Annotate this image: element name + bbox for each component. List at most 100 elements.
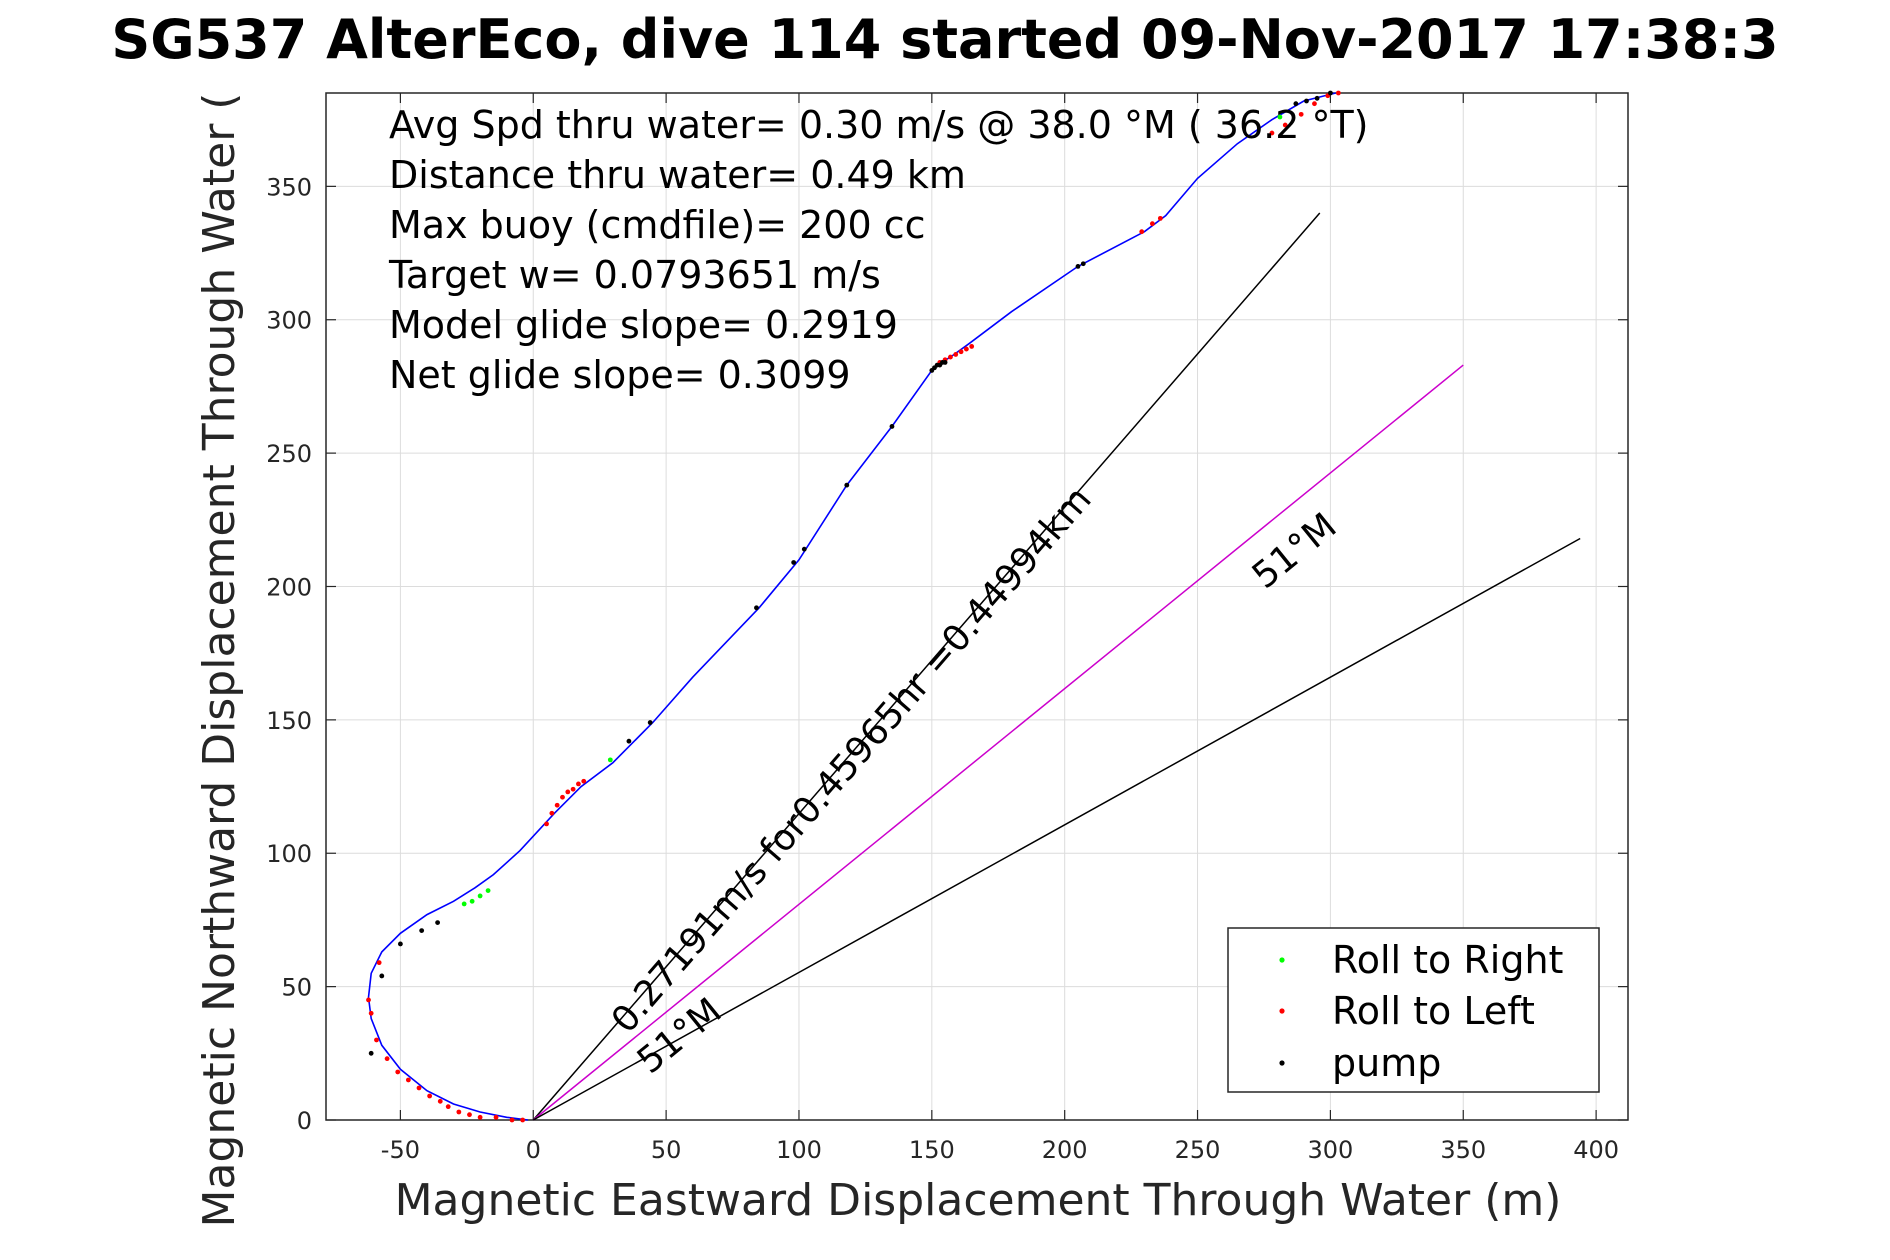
pump-marker (1075, 263, 1081, 269)
pump-marker (801, 546, 807, 552)
pump-marker (1080, 261, 1086, 267)
annotation-line: Distance thru water= 0.49 km (389, 153, 966, 197)
x-tick-label: 300 (1307, 1136, 1353, 1164)
dive-annotations: Avg Spd thru water= 0.30 m/s @ 38.0 °M (… (388, 103, 1369, 397)
legend-marker-roll-left (1279, 1008, 1285, 1014)
x-tick-label: -50 (381, 1136, 420, 1164)
y-tick-label: 0 (297, 1107, 312, 1135)
annotation-line: Max buoy (cmdfile)= 200 cc (389, 203, 926, 247)
legend-marker-roll-right (1279, 957, 1285, 963)
x-tick-label: 100 (776, 1136, 822, 1164)
roll-right-marker (607, 757, 613, 763)
x-tick-label: 50 (651, 1136, 682, 1164)
roll-left-marker (554, 802, 560, 808)
annotation-line: Target w= 0.0793651 m/s (388, 253, 881, 297)
pump-marker (1328, 90, 1333, 96)
roll-left-marker (445, 1104, 451, 1110)
legend-marker-pump (1279, 1060, 1285, 1066)
pump-marker (1304, 98, 1309, 104)
legend-label-pump: pump (1332, 1041, 1441, 1085)
roll-left-marker (1335, 90, 1341, 96)
pump-marker (1314, 95, 1320, 101)
chart-title: SG537 AlterEco, dive 114 started 09-Nov-… (111, 8, 1778, 71)
roll-right-marker (469, 898, 475, 904)
speed-distance-label: 0.27191m/s for0.45965hr =0.44994km (604, 479, 1100, 1041)
annotation-line: Net glide slope= 0.3099 (389, 353, 851, 397)
roll-left-marker (374, 1037, 379, 1043)
y-tick-label: 100 (266, 840, 312, 868)
pump-marker (1293, 101, 1299, 107)
roll-left-marker (368, 1010, 374, 1016)
legend-label-roll-right: Roll to Right (1332, 938, 1563, 982)
pump-marker (889, 424, 895, 429)
pump-marker (398, 941, 403, 947)
plot-frame (325, 92, 1629, 1121)
track-markers (366, 90, 1341, 1123)
legend-label-roll-left: Roll to Left (1332, 989, 1535, 1033)
pump-marker (419, 928, 425, 934)
x-tick-label: 350 (1440, 1136, 1486, 1164)
pump-marker (435, 920, 440, 926)
x-tick-label: 200 (1042, 1136, 1088, 1164)
x-tick-label: 250 (1175, 1136, 1221, 1164)
roll-left-marker (1139, 229, 1145, 235)
roll-left-marker (405, 1077, 411, 1083)
roll-left-marker (1298, 111, 1304, 117)
roll-left-marker (416, 1085, 422, 1091)
y-tick-label: 250 (266, 440, 312, 468)
roll-right-marker (477, 893, 483, 899)
roll-right-marker (1277, 114, 1283, 120)
y-tick-label: 50 (281, 974, 312, 1002)
annotation-line: Avg Spd thru water= 0.30 m/s @ 38.0 °M (… (389, 103, 1369, 147)
legend-box (1227, 927, 1600, 1093)
pump-marker (754, 605, 759, 611)
pump-marker (942, 360, 948, 365)
axis-ticks: -50 0 50 100 150 200 250 300 350 400 0 50 100 150 200 2… (266, 93, 1628, 1164)
x-tick-label: 150 (909, 1136, 955, 1164)
y-tick-label: 300 (266, 307, 312, 335)
roll-left-marker (1149, 221, 1155, 227)
heading-line-upper (532, 212, 1321, 1121)
pump-marker (844, 482, 850, 488)
roll-left-marker (493, 1114, 499, 1120)
roll-left-marker (570, 786, 576, 792)
y-tick-label: 200 (266, 573, 312, 601)
x-tick-label: 0 (526, 1136, 541, 1164)
pump-marker (368, 1050, 374, 1056)
roll-left-marker (963, 346, 969, 352)
roll-left-marker (1157, 215, 1163, 221)
roll-left-marker (477, 1114, 483, 1120)
roll-left-marker (560, 794, 565, 800)
roll-left-marker (456, 1109, 462, 1115)
roll-left-marker (948, 354, 953, 360)
pump-marker (626, 738, 632, 744)
pump-marker (791, 560, 797, 565)
roll-left-marker (437, 1098, 443, 1104)
roll-left-marker (576, 781, 581, 787)
roll-left-marker (958, 349, 964, 355)
roll-left-marker (384, 1056, 390, 1062)
heading-label-upper: 51°M (1245, 505, 1345, 597)
roll-right-marker (485, 888, 491, 893)
roll-left-marker (969, 344, 975, 349)
roll-left-marker (395, 1069, 401, 1075)
roll-left-marker (1282, 122, 1288, 128)
y-axis-label: Magnetic Northward Displacement Through … (194, 93, 245, 1228)
pump-marker (379, 973, 385, 979)
roll-left-marker (549, 810, 555, 816)
roll-left-marker (581, 778, 587, 784)
roll-left-marker (953, 352, 959, 357)
annotation-line: Model glide slope= 0.2919 (389, 303, 898, 347)
roll-left-marker (565, 789, 571, 795)
roll-left-marker (1312, 101, 1317, 107)
reference-lines (532, 212, 1581, 1121)
heading-line-lower (532, 537, 1581, 1121)
roll-left-marker (467, 1112, 472, 1118)
roll-left-marker (520, 1117, 526, 1123)
x-tick-label: 400 (1573, 1136, 1619, 1164)
x-axis-label: Magnetic Eastward Displacement Through W… (395, 1175, 1562, 1226)
y-tick-label: 150 (266, 707, 312, 735)
roll-left-marker (1269, 130, 1275, 136)
roll-left-marker (427, 1093, 433, 1099)
